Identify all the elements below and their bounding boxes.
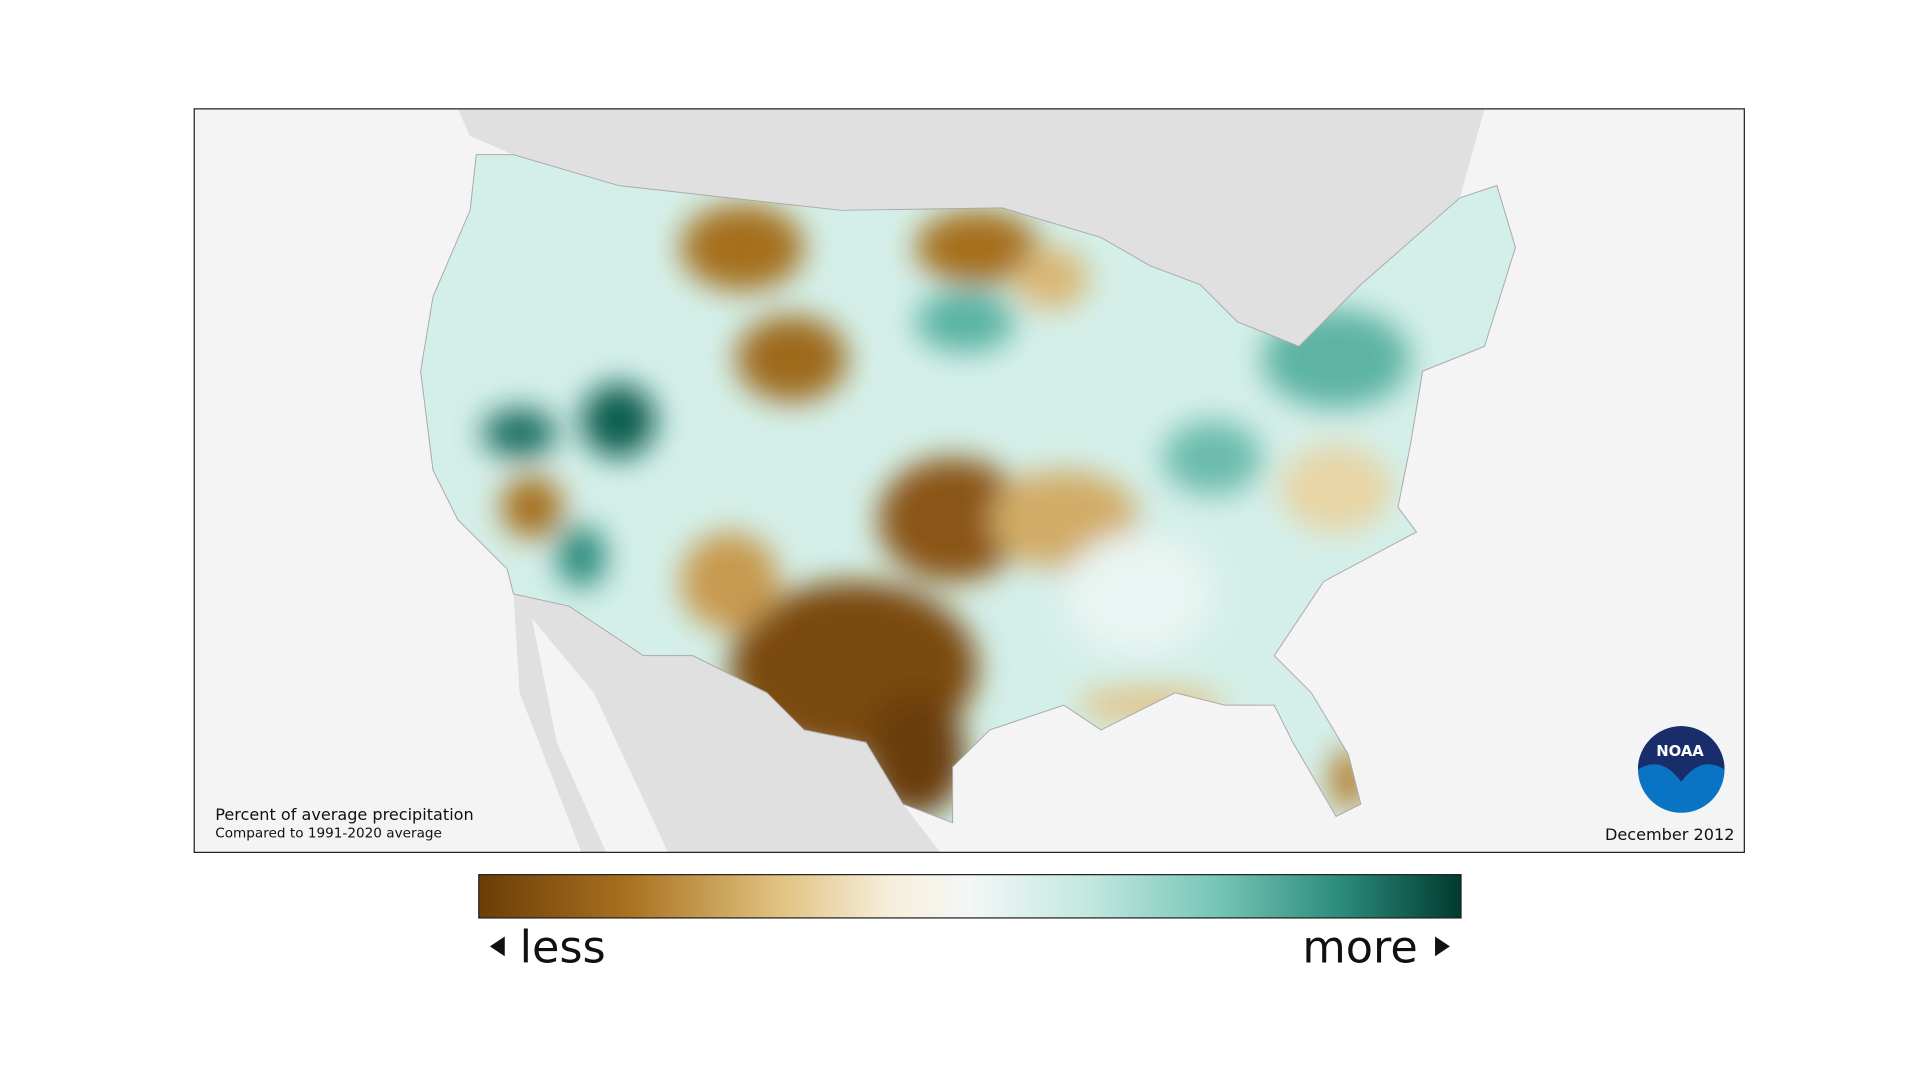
mexico xyxy=(513,593,941,853)
precipitation-field xyxy=(420,154,1516,823)
legend-high-label: more xyxy=(1302,921,1417,973)
logo-text: NOAA xyxy=(1656,743,1704,760)
map-area xyxy=(194,108,1745,853)
legend-low-label: less xyxy=(520,921,606,973)
map-frame xyxy=(193,108,1745,853)
canada xyxy=(457,108,1485,347)
color-bar xyxy=(478,874,1462,919)
map-title: Percent of average precipitation xyxy=(215,805,473,824)
map-subtitle: Compared to 1991-2020 average xyxy=(215,826,442,842)
map-date: December 2012 xyxy=(1605,825,1734,844)
more-arrow xyxy=(1435,936,1450,957)
less-arrow xyxy=(489,936,505,957)
noaa-logo: NOAA xyxy=(1637,726,1725,813)
